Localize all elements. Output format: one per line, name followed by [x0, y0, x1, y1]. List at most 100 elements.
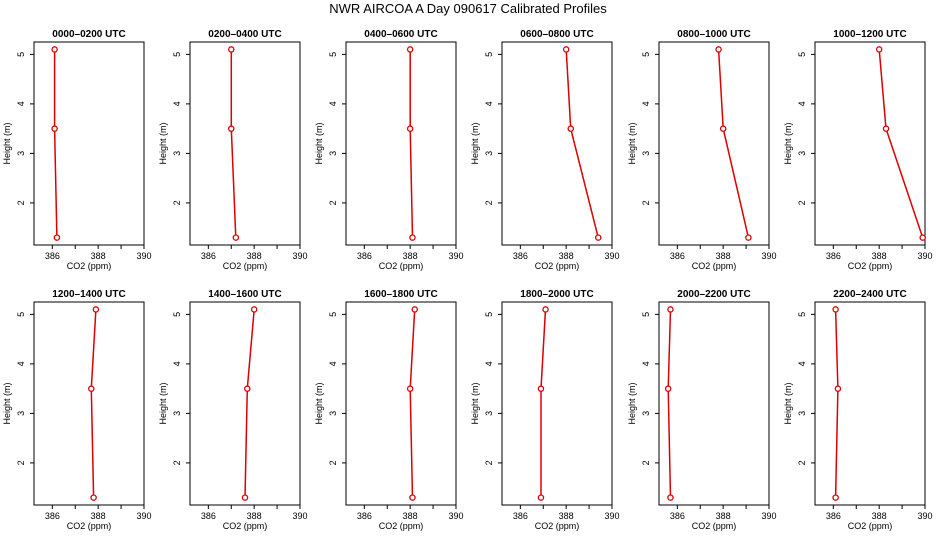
chart-6-point	[875, 46, 883, 53]
chart-10-x-tick-label: 388	[559, 511, 574, 521]
chart-10-frame	[501, 301, 613, 506]
chart-10-y-tick-label: 4	[484, 361, 494, 366]
chart-11-point	[664, 385, 672, 392]
chart-2-profile-line	[230, 49, 237, 238]
chart-12-y-tick-label: 3	[797, 411, 807, 416]
chart-12-y-tick-label: 4	[797, 361, 807, 366]
chart-2-y-tick-label: 2	[172, 200, 182, 205]
chart-8-y-tick-label: 5	[172, 312, 182, 317]
chart-7-point	[92, 306, 100, 313]
chart-9-y-axis-label: Height (m)	[314, 382, 324, 424]
chart-4-title: 0600–0800 UTC	[520, 29, 593, 40]
chart-9-point	[409, 494, 416, 501]
chart-12-frame	[814, 301, 926, 506]
chart-2-point	[227, 46, 235, 53]
chart-3-y-tick-label: 2	[328, 200, 338, 205]
chart-6-profile-line	[878, 49, 924, 238]
chart-9-y-tick-label: 3	[328, 411, 338, 416]
chart-12-y-axis-label: Height (m)	[783, 382, 793, 424]
chart-8-y-axis-label: Height (m)	[158, 382, 168, 424]
chart-1-y-tick-label: 4	[16, 101, 26, 106]
chart-11-x-tick-label: 386	[670, 511, 685, 521]
chart-11-title: 2000–2200 UTC	[677, 289, 750, 300]
chart-7-point	[90, 494, 97, 501]
chart-12-profile-line	[834, 309, 839, 498]
chart-8-y-tick-label: 2	[172, 460, 182, 465]
chart-1-x-tick-label: 386	[45, 251, 60, 261]
chart-6-x-tick-label: 388	[872, 251, 887, 261]
chart-2-point	[232, 234, 240, 241]
chart-6-x-axis-label: CO2 (ppm)	[848, 261, 893, 271]
chart-3-point	[406, 125, 414, 132]
chart-1-point	[53, 234, 61, 241]
chart-3-y-tick-label: 4	[328, 101, 338, 106]
chart-1-y-axis-label: Height (m)	[2, 122, 12, 164]
chart-4-point	[595, 234, 602, 241]
chart-10-x-tick-label: 386	[513, 511, 528, 521]
chart-2-point	[227, 125, 235, 132]
chart-6-y-tick-label: 2	[797, 200, 807, 205]
chart-2-x-tick-label: 388	[247, 251, 262, 261]
chart-5-y-tick-label: 3	[641, 151, 651, 156]
chart-7-x-tick-label: 388	[91, 511, 106, 521]
chart-11-y-tick-label: 4	[641, 361, 651, 366]
chart-4-frame	[501, 41, 613, 246]
chart-12-point	[834, 385, 842, 392]
chart-6-point	[919, 234, 926, 241]
chart-10-point	[542, 306, 549, 313]
chart-4-x-tick-label: 388	[559, 251, 574, 261]
chart-5-point	[745, 234, 752, 241]
chart-5-point	[715, 46, 722, 53]
chart-1-x-tick-label: 390	[136, 251, 151, 261]
chart-4-x-tick-label: 390	[604, 251, 619, 261]
chart-10-x-tick-label: 390	[604, 511, 619, 521]
chart-7-x-tick-label: 390	[136, 511, 151, 521]
chart-7-x-axis-label: CO2 (ppm)	[67, 521, 112, 531]
chart-10-y-axis-label: Height (m)	[470, 382, 480, 424]
chart-4-x-tick-label: 386	[513, 251, 528, 261]
chart-11-profile-line	[667, 309, 672, 498]
chart-3-y-tick-label: 5	[328, 52, 338, 57]
chart-5-title: 0800–1000 UTC	[677, 29, 750, 40]
chart-9-y-tick-label: 2	[328, 460, 338, 465]
chart-6-frame	[814, 41, 926, 246]
chart-8-y-tick-label: 4	[172, 361, 182, 366]
chart-11-x-tick-label: 390	[761, 511, 776, 521]
chart-2-y-tick-label: 4	[172, 101, 182, 106]
chart-5-profile-line	[717, 49, 750, 238]
chart-6-y-tick-label: 3	[797, 151, 807, 156]
chart-11-y-axis-label: Height (m)	[627, 382, 637, 424]
chart-4-y-tick-label: 4	[484, 101, 494, 106]
chart-9-x-tick-label: 386	[357, 511, 372, 521]
chart-6-x-tick-label: 390	[917, 251, 932, 261]
chart-9-y-tick-label: 4	[328, 361, 338, 366]
chart-2-frame	[189, 41, 301, 246]
chart-8-profile-line	[244, 309, 255, 498]
chart-12-x-tick-label: 390	[917, 511, 932, 521]
chart-6-y-tick-label: 4	[797, 101, 807, 106]
chart-7-x-tick-label: 386	[45, 511, 60, 521]
chart-1-x-axis-label: CO2 (ppm)	[67, 261, 112, 271]
chart-10-y-tick-label: 5	[484, 312, 494, 317]
chart-1-frame	[33, 41, 145, 246]
chart-5-x-tick-label: 386	[670, 251, 685, 261]
chart-8-x-tick-label: 386	[201, 511, 216, 521]
chart-6-x-tick-label: 386	[826, 251, 841, 261]
chart-7-y-tick-label: 4	[16, 361, 26, 366]
chart-8-x-axis-label: CO2 (ppm)	[223, 521, 268, 531]
chart-2-x-axis-label: CO2 (ppm)	[223, 261, 268, 271]
chart-8-title: 1400–1600 UTC	[208, 289, 281, 300]
chart-7-y-tick-label: 5	[16, 312, 26, 317]
chart-11-point	[667, 494, 674, 501]
chart-8-x-tick-label: 388	[247, 511, 262, 521]
chart-11-point	[667, 306, 674, 313]
chart-10-y-tick-label: 3	[484, 411, 494, 416]
chart-9-y-tick-label: 5	[328, 312, 338, 317]
chart-3-x-tick-label: 388	[403, 251, 418, 261]
chart-12-point	[832, 306, 839, 313]
chart-1-y-tick-label: 3	[16, 151, 26, 156]
chart-3-x-tick-label: 386	[357, 251, 372, 261]
chart-1-title: 0000–0200 UTC	[52, 29, 125, 40]
chart-3-point	[409, 234, 416, 241]
